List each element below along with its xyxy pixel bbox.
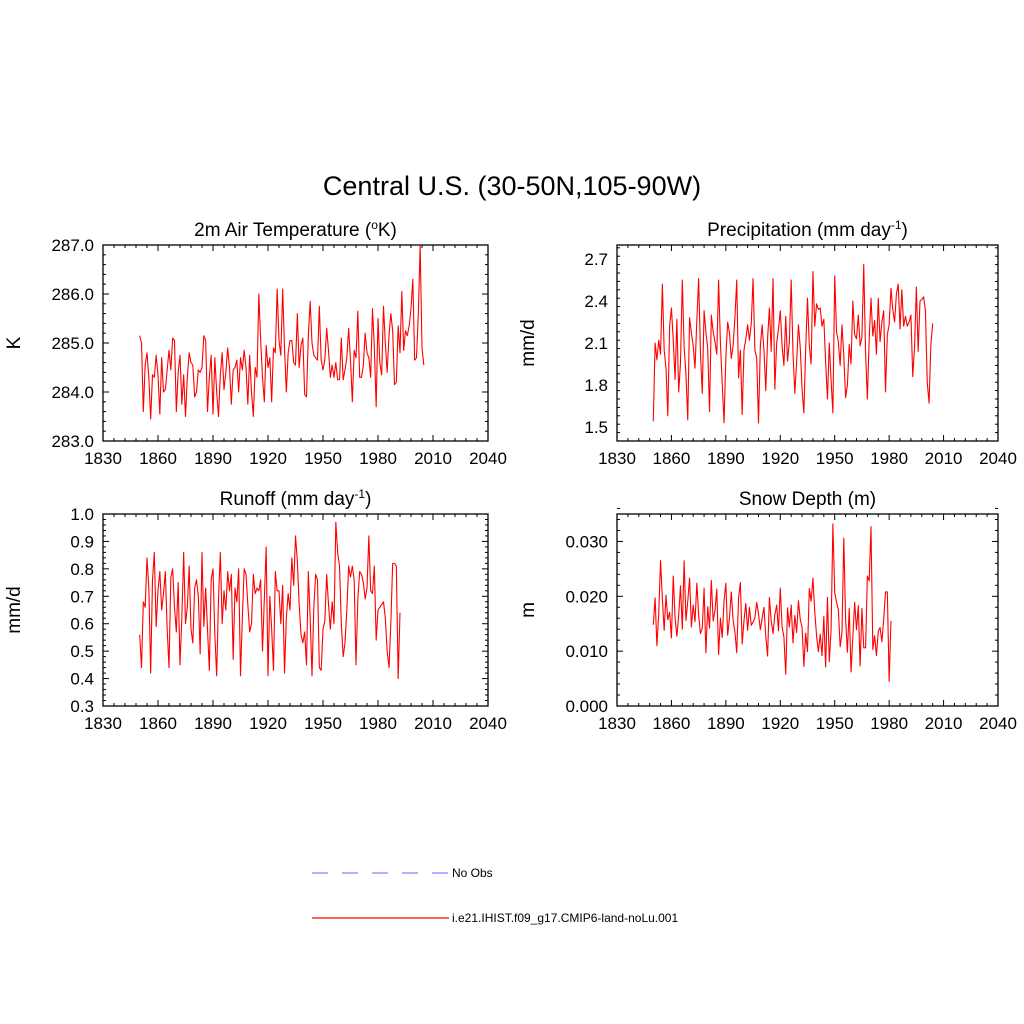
x-tick-label: 1830 bbox=[598, 449, 636, 468]
y-tick-label: 2.4 bbox=[584, 292, 608, 311]
x-tick-label: 1980 bbox=[359, 714, 397, 733]
y-tick-label: 287.0 bbox=[51, 236, 94, 255]
y-tick-label: 1.0 bbox=[70, 505, 94, 524]
series-line-snow-depth bbox=[652, 523, 892, 682]
panel-title-main: 2m Air Temperature ( bbox=[194, 220, 372, 241]
panel-title-snow-depth: Snow Depth (m) bbox=[739, 489, 876, 510]
legend-label-model: i.e21.IHIST.f09_g17.CMIP6-land-noLu.001 bbox=[452, 911, 678, 925]
y-tick-label: 0.6 bbox=[70, 615, 94, 634]
figure-title: Central U.S. (30-50N,105-90W) bbox=[323, 171, 701, 201]
y-tick-label: 0.020 bbox=[565, 587, 608, 606]
panel-title-runoff: Runoff (mm day-1) bbox=[220, 487, 372, 510]
x-tick-label: 1920 bbox=[249, 449, 287, 468]
panel-title-main: Precipitation (mm day bbox=[707, 220, 891, 241]
x-tick-label: 1950 bbox=[304, 714, 342, 733]
series-line-temperature bbox=[139, 244, 425, 420]
x-tick-label: 1860 bbox=[653, 449, 691, 468]
y-tick-label: 1.8 bbox=[584, 376, 608, 395]
y-tick-label: 0.9 bbox=[70, 532, 94, 551]
y-tick-label: 0.000 bbox=[565, 697, 608, 716]
plot-frame-precipitation bbox=[616, 244, 999, 442]
y-tick-label: 285.0 bbox=[51, 334, 94, 353]
y-tick-label: 1.5 bbox=[584, 418, 608, 437]
y-axis-label-snow-depth: m bbox=[518, 602, 539, 618]
x-tick-label: 1890 bbox=[707, 714, 745, 733]
x-tick-label: 1860 bbox=[139, 714, 177, 733]
panel-snow-depth: Snow Depth (m) m 1830 1860 1890 1920 1950 1980 2… bbox=[518, 489, 1017, 733]
x-tick-label: 1950 bbox=[304, 449, 342, 468]
panel-title-main: Runoff (mm day bbox=[220, 489, 355, 510]
x-tick-label: 1890 bbox=[194, 714, 232, 733]
x-tick-label: 1950 bbox=[816, 449, 854, 468]
y-axis-label-runoff: mm/d bbox=[4, 586, 25, 634]
legend: No Obs i.e21.IHIST.f09_g17.CMIP6-land-no… bbox=[312, 866, 678, 925]
plot-frame-runoff bbox=[102, 513, 489, 707]
y-axis-label-temperature: K bbox=[4, 336, 25, 349]
plot-frame-temperature bbox=[102, 244, 489, 442]
y-tick-label: 0.010 bbox=[565, 642, 608, 661]
y-tick-label: 2.7 bbox=[584, 250, 608, 269]
x-tick-label: 2040 bbox=[979, 714, 1017, 733]
y-tick-label: 0.8 bbox=[70, 560, 94, 579]
x-tick-label: 1860 bbox=[139, 449, 177, 468]
x-tick-label: 1890 bbox=[194, 449, 232, 468]
panel-title-superscript: o bbox=[371, 218, 378, 232]
legend-label-no-obs: No Obs bbox=[452, 866, 493, 880]
x-tick-label: 1980 bbox=[870, 714, 908, 733]
x-tick-label: 1830 bbox=[598, 714, 636, 733]
panel-title-superscript: -1 bbox=[891, 218, 902, 232]
y-tick-label: 284.0 bbox=[51, 383, 94, 402]
panel-title-suffix: ) bbox=[902, 220, 908, 241]
x-tick-label: 2010 bbox=[925, 714, 963, 733]
y-tick-label: 0.7 bbox=[70, 587, 94, 606]
x-tick-label: 1860 bbox=[653, 714, 691, 733]
x-tick-label: 1920 bbox=[761, 714, 799, 733]
series-line-runoff bbox=[139, 521, 401, 680]
panel-title-superscript: -1 bbox=[354, 487, 365, 501]
y-tick-label: 0.5 bbox=[70, 642, 94, 661]
chart-panels: 2m Air Temperature (oK) K 1830 1860 1890 1920… bbox=[4, 218, 1017, 733]
series-line-precipitation bbox=[652, 264, 934, 424]
x-tick-label: 1920 bbox=[249, 714, 287, 733]
x-tick-label: 2040 bbox=[469, 449, 507, 468]
x-tick-label: 1890 bbox=[707, 449, 745, 468]
panel-title-precipitation: Precipitation (mm day-1) bbox=[707, 218, 908, 241]
panel-temperature: 2m Air Temperature (oK) K 1830 1860 1890 1920… bbox=[4, 218, 507, 468]
plot-frame-snow-depth bbox=[616, 513, 999, 707]
x-tick-label: 1920 bbox=[761, 449, 799, 468]
y-tick-label: 0.4 bbox=[70, 670, 94, 689]
x-tick-label: 1980 bbox=[359, 449, 397, 468]
y-tick-label: 2.1 bbox=[584, 334, 608, 353]
panel-title-temperature: 2m Air Temperature (oK) bbox=[194, 218, 397, 241]
panel-precipitation: Precipitation (mm day-1) mm/d 1830 1860 1890… bbox=[518, 218, 1017, 468]
x-tick-label: 1980 bbox=[870, 449, 908, 468]
y-tick-label: 0.030 bbox=[565, 532, 608, 551]
panel-title-main: Snow Depth (m) bbox=[739, 489, 876, 510]
x-tick-label: 1830 bbox=[84, 449, 122, 468]
y-tick-label: 286.0 bbox=[51, 285, 94, 304]
panel-title-suffix: K) bbox=[378, 220, 397, 241]
x-tick-label: 1830 bbox=[84, 714, 122, 733]
x-tick-label: 2010 bbox=[925, 449, 963, 468]
panel-title-suffix: ) bbox=[365, 489, 371, 510]
y-tick-label: 283.0 bbox=[51, 432, 94, 451]
x-tick-label: 1950 bbox=[816, 714, 854, 733]
x-tick-label: 2040 bbox=[469, 714, 507, 733]
y-tick-label: 0.3 bbox=[70, 697, 94, 716]
y-axis-label-precipitation: mm/d bbox=[518, 319, 539, 367]
panel-runoff: Runoff (mm day-1) mm/d 1830 1860 1890 1920 195… bbox=[4, 487, 507, 733]
x-tick-label: 2010 bbox=[414, 449, 452, 468]
x-tick-label: 2010 bbox=[414, 714, 452, 733]
x-tick-label: 2040 bbox=[979, 449, 1017, 468]
